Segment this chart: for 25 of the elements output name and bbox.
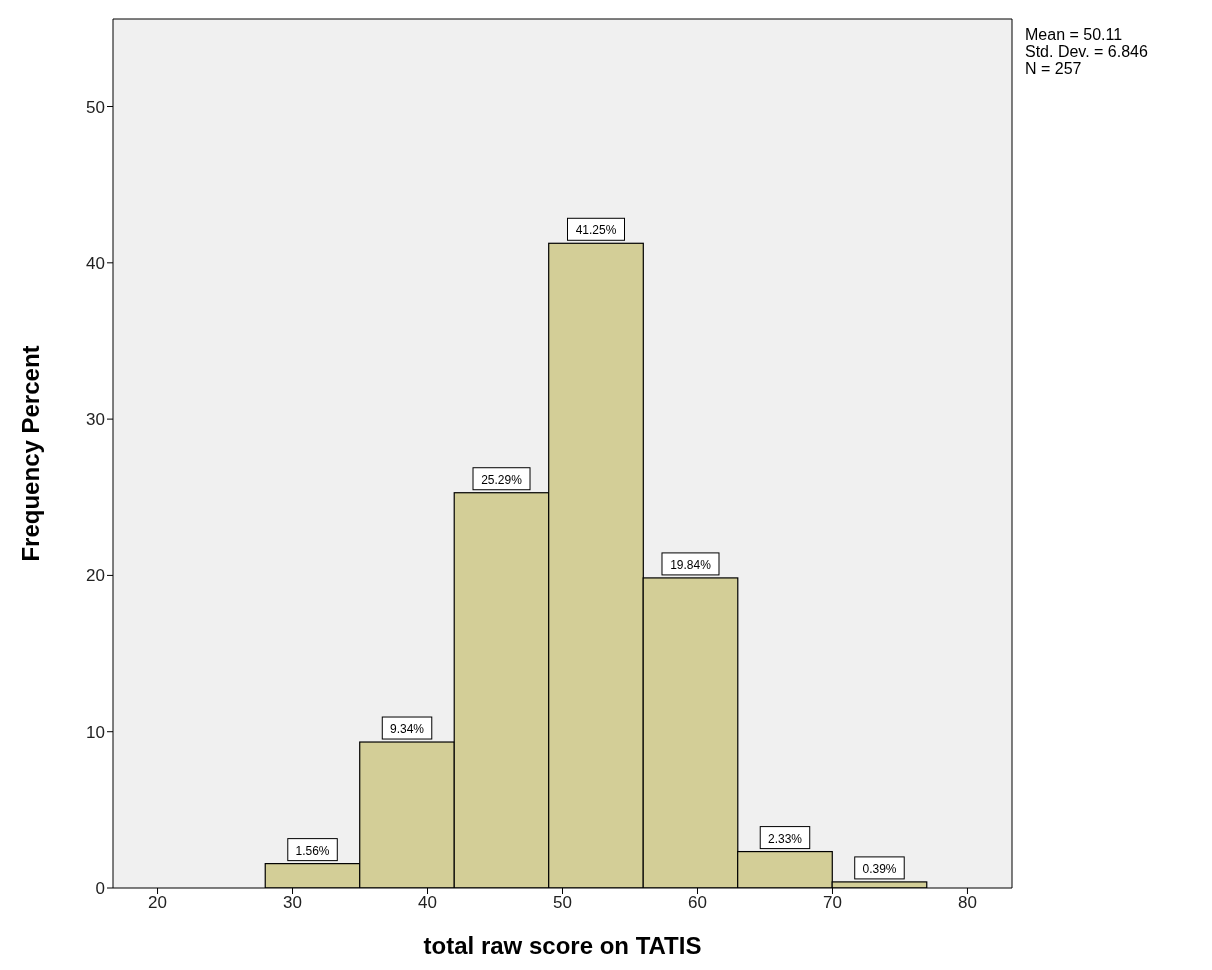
x-tick-label: 80 — [957, 893, 977, 913]
x-tick-label: 30 — [283, 893, 302, 913]
text: Std. Dev. = 6.846 — [1025, 43, 1148, 60]
x-tick-label: 20 — [148, 893, 168, 913]
y-axis-title: Frequency Percent — [16, 345, 44, 562]
data-label: 0.39% — [862, 861, 897, 876]
data-label: 1.56% — [295, 843, 330, 858]
data-label: 41.25% — [575, 223, 617, 238]
y-tick-label: 10 — [86, 722, 105, 742]
text: N = 257 — [1025, 60, 1083, 77]
y-tick-label: 30 — [86, 410, 105, 430]
x-tick-label: 70 — [823, 893, 842, 913]
y-tick-label: 50 — [86, 97, 105, 117]
y-tick-label: 40 — [86, 253, 105, 273]
y-tick-label: 0 — [95, 879, 105, 899]
text: Mean = 50.11 — [1025, 26, 1124, 43]
x-axis-title: total raw score on TATIS — [423, 932, 702, 959]
x-tick-label: 60 — [688, 893, 707, 913]
y-tick-label: 20 — [86, 566, 105, 586]
x-tick-label: 50 — [553, 893, 572, 913]
data-label: 9.34% — [390, 722, 425, 737]
data-label: 2.33% — [767, 831, 803, 846]
x-tick-label: 40 — [418, 893, 437, 913]
data-label: 25.29% — [481, 472, 523, 487]
data-label: 19.84% — [670, 557, 712, 572]
